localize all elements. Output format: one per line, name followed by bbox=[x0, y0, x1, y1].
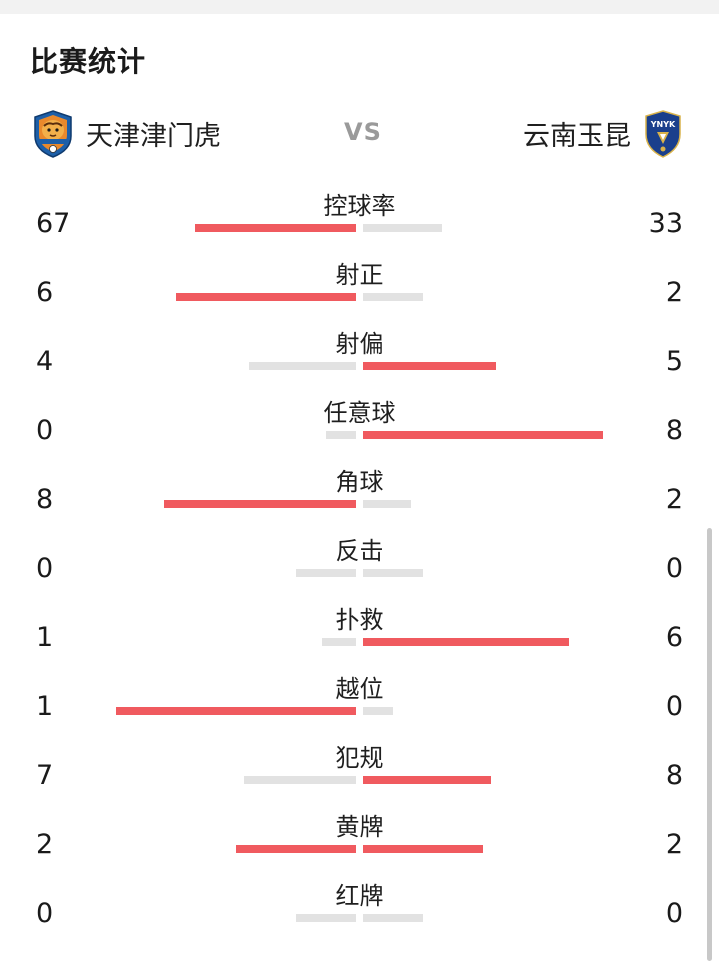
home-stat-bar bbox=[296, 914, 356, 922]
home-stat-bar bbox=[236, 845, 356, 853]
home-stat-bar bbox=[116, 707, 356, 715]
away-stat-value: 6 bbox=[665, 622, 683, 653]
away-stat-bar bbox=[363, 293, 423, 301]
stat-label: 红牌 bbox=[335, 882, 384, 910]
stat-label: 犯规 bbox=[335, 744, 384, 772]
stat-row: 角球 8 2 bbox=[0, 462, 719, 530]
away-stat-bar bbox=[363, 431, 603, 439]
home-stat-bar bbox=[195, 224, 356, 232]
home-stat-value: 0 bbox=[36, 415, 54, 446]
home-stat-bar bbox=[249, 362, 356, 370]
stat-row: 黄牌 2 2 bbox=[0, 807, 719, 875]
away-team-logo-icon: YNYK bbox=[645, 110, 681, 158]
home-stat-bar bbox=[296, 569, 356, 577]
section-title: 比赛统计 bbox=[30, 45, 147, 78]
away-stat-bar bbox=[363, 845, 483, 853]
away-stat-value: 2 bbox=[665, 484, 683, 515]
stat-label: 越位 bbox=[335, 675, 384, 703]
home-team-logo-icon bbox=[34, 110, 72, 158]
stat-row: 红牌 0 0 bbox=[0, 876, 719, 944]
stat-row: 射偏 4 5 bbox=[0, 324, 719, 392]
vs-label: VS bbox=[344, 118, 382, 146]
away-stat-value: 0 bbox=[665, 898, 683, 929]
home-stat-value: 0 bbox=[36, 898, 54, 929]
home-stat-value: 4 bbox=[36, 346, 54, 377]
away-stat-bar bbox=[363, 707, 393, 715]
away-stat-value: 0 bbox=[665, 691, 683, 722]
away-stat-value: 8 bbox=[665, 415, 683, 446]
away-stat-value: 5 bbox=[665, 346, 683, 377]
home-stat-value: 1 bbox=[36, 691, 54, 722]
away-stat-value: 8 bbox=[665, 760, 683, 791]
home-stat-bar bbox=[326, 431, 356, 439]
stat-label: 射偏 bbox=[335, 330, 384, 358]
stat-label: 任意球 bbox=[323, 399, 396, 427]
top-divider-strip bbox=[0, 0, 719, 14]
home-stat-value: 0 bbox=[36, 553, 54, 584]
away-logo-text: YNYK bbox=[650, 120, 676, 129]
home-stat-bar bbox=[244, 776, 356, 784]
away-team-name: 云南玉昆 bbox=[523, 121, 631, 152]
away-stat-bar bbox=[363, 914, 423, 922]
stat-row: 扑救 1 6 bbox=[0, 600, 719, 668]
away-stat-value: 33 bbox=[648, 208, 683, 239]
stat-label: 控球率 bbox=[323, 192, 396, 220]
away-stat-bar bbox=[363, 638, 569, 646]
stat-row: 任意球 0 8 bbox=[0, 393, 719, 461]
home-team-name: 天津津门虎 bbox=[86, 121, 221, 152]
stat-row: 犯规 7 8 bbox=[0, 738, 719, 806]
home-stat-value: 2 bbox=[36, 829, 54, 860]
away-stat-value: 2 bbox=[665, 277, 683, 308]
home-stat-value: 67 bbox=[36, 208, 71, 239]
home-stat-value: 1 bbox=[36, 622, 54, 653]
home-stat-bar bbox=[164, 500, 356, 508]
stat-label: 黄牌 bbox=[335, 813, 384, 841]
stat-label: 角球 bbox=[335, 468, 384, 496]
home-stat-value: 7 bbox=[36, 760, 54, 791]
scrollbar[interactable] bbox=[707, 528, 712, 961]
teams-header: 天津津门虎 VS 云南玉昆 YNYK bbox=[0, 104, 719, 164]
away-stat-bar bbox=[363, 776, 491, 784]
stat-row: 控球率 67 33 bbox=[0, 186, 719, 254]
stat-label: 反击 bbox=[335, 537, 384, 565]
away-stat-bar bbox=[363, 500, 411, 508]
stat-label: 扑救 bbox=[335, 606, 384, 634]
away-stat-value: 2 bbox=[665, 829, 683, 860]
stat-row: 反击 0 0 bbox=[0, 531, 719, 599]
away-stat-bar bbox=[363, 569, 423, 577]
stat-row: 越位 1 0 bbox=[0, 669, 719, 737]
away-stat-value: 0 bbox=[665, 553, 683, 584]
home-stat-bar bbox=[322, 638, 356, 646]
home-stat-value: 6 bbox=[36, 277, 54, 308]
away-stat-bar bbox=[363, 362, 496, 370]
home-stat-bar bbox=[176, 293, 356, 301]
stat-row: 射正 6 2 bbox=[0, 255, 719, 323]
home-stat-value: 8 bbox=[36, 484, 54, 515]
away-stat-bar bbox=[363, 224, 442, 232]
stat-label: 射正 bbox=[335, 261, 384, 289]
